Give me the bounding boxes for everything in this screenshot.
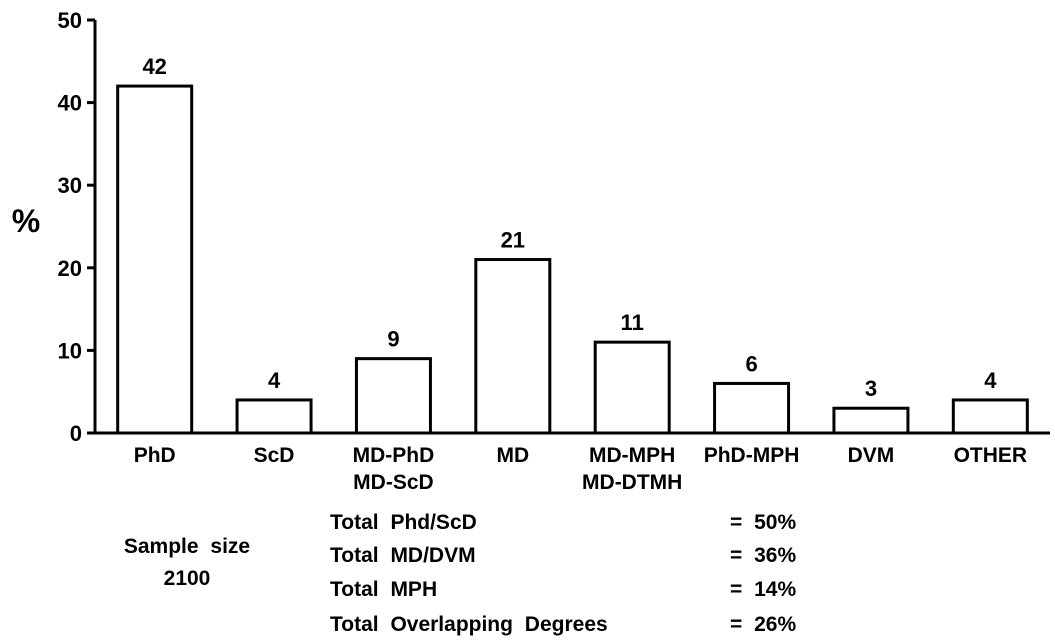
- y-tick-label: 20: [58, 256, 82, 281]
- summary-table: Total Phd/ScD = 50% Total MD/DVM = 36% T…: [330, 511, 796, 636]
- category-labels: PhD ScD MD-PhD MD-ScD MD MD-MPH MD-DTMH PhD-MPH…: [134, 444, 1027, 494]
- x-tick-label: DVM: [848, 444, 895, 467]
- data-label: 4: [268, 368, 281, 393]
- sample-size-label: Sample size: [124, 535, 250, 558]
- bar: [593, 340, 671, 435]
- summary-label: Total MPH: [330, 578, 437, 601]
- data-label: 42: [142, 54, 166, 79]
- bar: [951, 398, 1029, 435]
- bar: [235, 398, 313, 435]
- y-tick-label: 0: [70, 421, 82, 446]
- summary-value: = 26%: [730, 613, 796, 636]
- x-tick-label: MD-DTMH: [582, 471, 682, 494]
- data-label: 4: [984, 368, 997, 393]
- summary-label: Total Overlapping Degrees: [330, 613, 608, 636]
- x-tick-label: PhD-MPH: [704, 444, 800, 467]
- summary-label: Total Phd/ScD: [330, 511, 477, 534]
- data-label: 6: [745, 351, 757, 376]
- x-tick-label: PhD: [134, 444, 176, 467]
- summary-value: = 50%: [730, 511, 796, 534]
- sample-size-value: 2100: [164, 567, 211, 590]
- x-tick-label: MD-PhD: [353, 444, 435, 467]
- x-tick-label: ScD: [254, 444, 295, 467]
- data-label: 11: [621, 310, 644, 335]
- y-tick-label: 10: [58, 338, 82, 363]
- bars: 42 4 9 21 11 6 3 4: [116, 54, 1029, 435]
- data-label: 9: [387, 327, 399, 352]
- bar: [116, 84, 194, 435]
- bar: [713, 381, 791, 435]
- x-tick-label: MD: [496, 444, 529, 467]
- summary-value: = 14%: [730, 578, 796, 601]
- y-axis-label: %: [12, 203, 40, 239]
- x-tick-label: OTHER: [954, 444, 1028, 467]
- data-label: 21: [501, 228, 525, 253]
- bar: [474, 258, 552, 435]
- sample-size-note: Sample size 2100: [124, 535, 250, 590]
- data-label: 3: [865, 376, 877, 401]
- y-tick-label: 40: [58, 91, 82, 116]
- y-tick-label: 30: [58, 173, 82, 198]
- x-tick-label: MD-MPH: [589, 444, 675, 467]
- summary-value: = 36%: [730, 544, 796, 567]
- summary-label: Total MD/DVM: [330, 544, 476, 567]
- bar: [832, 406, 910, 435]
- y-tick-label: 50: [58, 8, 82, 33]
- x-tick-label: MD-ScD: [353, 471, 434, 494]
- axes: 0 10 20 30 40 50: [58, 8, 1050, 446]
- bar: [354, 357, 432, 435]
